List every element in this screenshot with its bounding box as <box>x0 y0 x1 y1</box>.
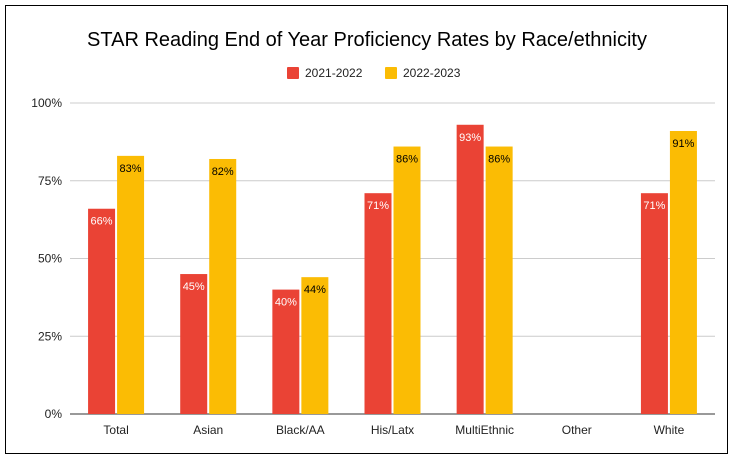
data-label-2021-2022-his-latx: 71% <box>367 200 389 212</box>
bar-2021-2022-asian <box>180 274 208 414</box>
bar-2022-2023-multiethnic <box>485 146 513 415</box>
chart-title: STAR Reading End of Year Proficiency Rat… <box>87 29 647 51</box>
data-label-2022-2023-black-aa: 44% <box>304 284 326 296</box>
y-tick-label: 0% <box>45 407 63 421</box>
data-label-2022-2023-multiethnic: 86% <box>488 154 510 166</box>
x-tick-label-other: Other <box>562 423 592 437</box>
bar-2021-2022-multiethnic <box>456 124 484 415</box>
legend: 2021-2022 2022-2023 <box>287 66 461 80</box>
x-tick-label-black-aa: Black/AA <box>276 423 325 437</box>
legend-swatch-2021-2022 <box>287 67 299 79</box>
y-tick-label: 75% <box>38 174 62 188</box>
x-tick-label-white: White <box>654 423 685 437</box>
x-tick-label-his-latx: His/Latx <box>371 423 414 437</box>
data-labels: 66% 83% 45% 82% 40% 44% 71% 86% 93% 86% 71% 91% <box>91 132 695 309</box>
y-tick-label: 100% <box>31 96 62 110</box>
gridlines <box>70 102 715 415</box>
bar-2022-2023-black-aa <box>301 277 329 414</box>
data-label-2021-2022-black-aa: 40% <box>275 297 297 309</box>
bar-2022-2023-total <box>117 155 145 414</box>
bar-2022-2023-asian <box>209 158 237 414</box>
data-label-2021-2022-asian: 45% <box>183 281 205 293</box>
x-tick-label-total: Total <box>103 423 128 437</box>
y-tick-label: 25% <box>38 329 62 343</box>
legend-swatch-2022-2023 <box>385 67 397 79</box>
x-axis: Total Asian Black/AA His/Latx MultiEthnic Oth… <box>103 423 684 437</box>
y-tick-label: 50% <box>38 252 62 266</box>
bar-2022-2023-white <box>669 130 697 415</box>
data-label-2021-2022-white: 71% <box>643 200 665 212</box>
y-axis: 0% 25% 50% 75% 100% <box>31 96 62 421</box>
data-label-2021-2022-multiethnic: 93% <box>459 132 481 144</box>
bar-2021-2022-his-latx <box>364 193 392 414</box>
data-label-2022-2023-his-latx: 86% <box>396 154 418 166</box>
bar-2021-2022-black-aa <box>272 289 300 414</box>
legend-label-2021-2022: 2021-2022 <box>305 66 363 80</box>
bars <box>88 124 697 415</box>
legend-label-2022-2023: 2022-2023 <box>403 66 461 80</box>
bar-2021-2022-total <box>88 208 116 414</box>
data-label-2021-2022-total: 66% <box>91 216 113 228</box>
x-tick-label-asian: Asian <box>193 423 223 437</box>
data-label-2022-2023-white: 91% <box>672 138 694 150</box>
data-label-2022-2023-total: 83% <box>120 163 142 175</box>
bar-2021-2022-white <box>640 193 668 414</box>
x-tick-label-multiethnic: MultiEthnic <box>455 423 514 437</box>
bar-2022-2023-his-latx <box>393 146 421 415</box>
data-label-2022-2023-asian: 82% <box>212 166 234 178</box>
